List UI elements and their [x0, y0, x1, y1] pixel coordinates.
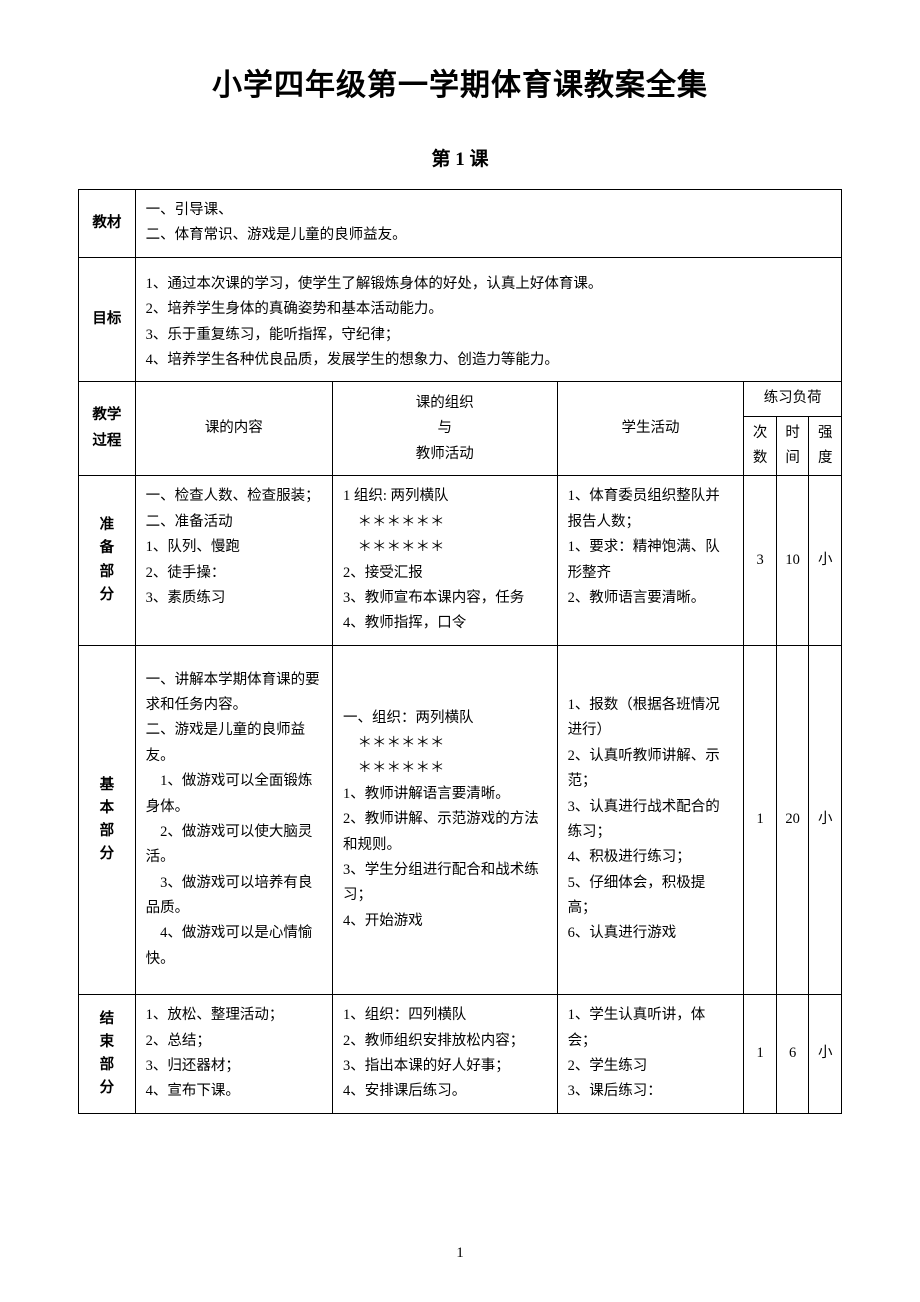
header-student: 学生活动 — [557, 382, 744, 476]
main-intensity: 小 — [809, 645, 842, 995]
document-title: 小学四年级第一学期体育课教案全集 — [78, 60, 842, 104]
header-load: 练习负荷 — [744, 382, 842, 416]
label-materials: 教材 — [79, 190, 136, 258]
materials-content: 一、引导课、二、体育常识、游戏是儿童的良师益友。 — [135, 190, 841, 258]
end-times: 1 — [744, 995, 777, 1114]
prep-content: 一、检查人数、检查服装；二、准备活动1、队列、慢跑2、徒手操：3、素质练习 — [135, 476, 332, 645]
main-content: 一、讲解本学期体育课的要求和任务内容。二、游戏是儿童的良师益友。 1、做游戏可以… — [135, 645, 332, 995]
label-prep: 准备部分 — [79, 476, 136, 645]
prep-duration: 10 — [776, 476, 809, 645]
end-duration: 6 — [776, 995, 809, 1114]
prep-student: 1、体育委员组织整队并报告人数；1、要求：精神饱满、队形整齐2、教师语言要清晰。 — [557, 476, 744, 645]
prep-intensity: 小 — [809, 476, 842, 645]
end-org: 1、组织：四列横队2、教师组织安排放松内容；3、指出本课的好人好事；4、安排课后… — [332, 995, 557, 1114]
header-content: 课的内容 — [135, 382, 332, 476]
row-main: 基本部分 一、讲解本学期体育课的要求和任务内容。二、游戏是儿童的良师益友。 1、… — [79, 645, 842, 995]
prep-org: 1 组织: 两列横队 ＊＊＊＊＊＊ ＊＊＊＊＊＊2、接受汇报3、教师宣布本课内容… — [332, 476, 557, 645]
goals-content: 1、通过本次课的学习，使学生了解锻炼身体的好处，认真上好体育课。2、培养学生身体… — [135, 257, 841, 382]
end-content: 1、放松、整理活动；2、总结；3、归还器材；4、宣布下课。 — [135, 995, 332, 1114]
label-main: 基本部分 — [79, 645, 136, 995]
row-header-1: 教学过程 课的内容 课的组织与教师活动 学生活动 练习负荷 — [79, 382, 842, 416]
label-end: 结束部分 — [79, 995, 136, 1114]
page-number: 1 — [0, 1245, 920, 1262]
header-duration: 时间 — [776, 416, 809, 476]
prep-times: 3 — [744, 476, 777, 645]
end-student: 1、学生认真听讲，体会；2、学生练习3、课后练习： — [557, 995, 744, 1114]
row-end: 结束部分 1、放松、整理活动；2、总结；3、归还器材；4、宣布下课。 1、组织：… — [79, 995, 842, 1114]
lesson-subtitle: 第 1 课 — [78, 144, 842, 171]
label-goals: 目标 — [79, 257, 136, 382]
row-goals: 目标 1、通过本次课的学习，使学生了解锻炼身体的好处，认真上好体育课。2、培养学… — [79, 257, 842, 382]
main-duration: 20 — [776, 645, 809, 995]
main-student: 1、报数（根据各班情况进行）2、认真听教师讲解、示范；3、认真进行战术配合的练习… — [557, 645, 744, 995]
row-prep: 准备部分 一、检查人数、检查服装；二、准备活动1、队列、慢跑2、徒手操：3、素质… — [79, 476, 842, 645]
row-materials: 教材 一、引导课、二、体育常识、游戏是儿童的良师益友。 — [79, 190, 842, 258]
end-intensity: 小 — [809, 995, 842, 1114]
header-intensity: 强度 — [809, 416, 842, 476]
main-times: 1 — [744, 645, 777, 995]
label-process: 教学过程 — [79, 382, 136, 476]
header-times: 次数 — [744, 416, 777, 476]
header-organization: 课的组织与教师活动 — [332, 382, 557, 476]
main-org: 一、组织：两列横队 ＊＊＊＊＊＊ ＊＊＊＊＊＊1、教师讲解语言要清晰。2、教师讲… — [332, 645, 557, 995]
lesson-plan-table: 教材 一、引导课、二、体育常识、游戏是儿童的良师益友。 目标 1、通过本次课的学… — [78, 189, 842, 1114]
